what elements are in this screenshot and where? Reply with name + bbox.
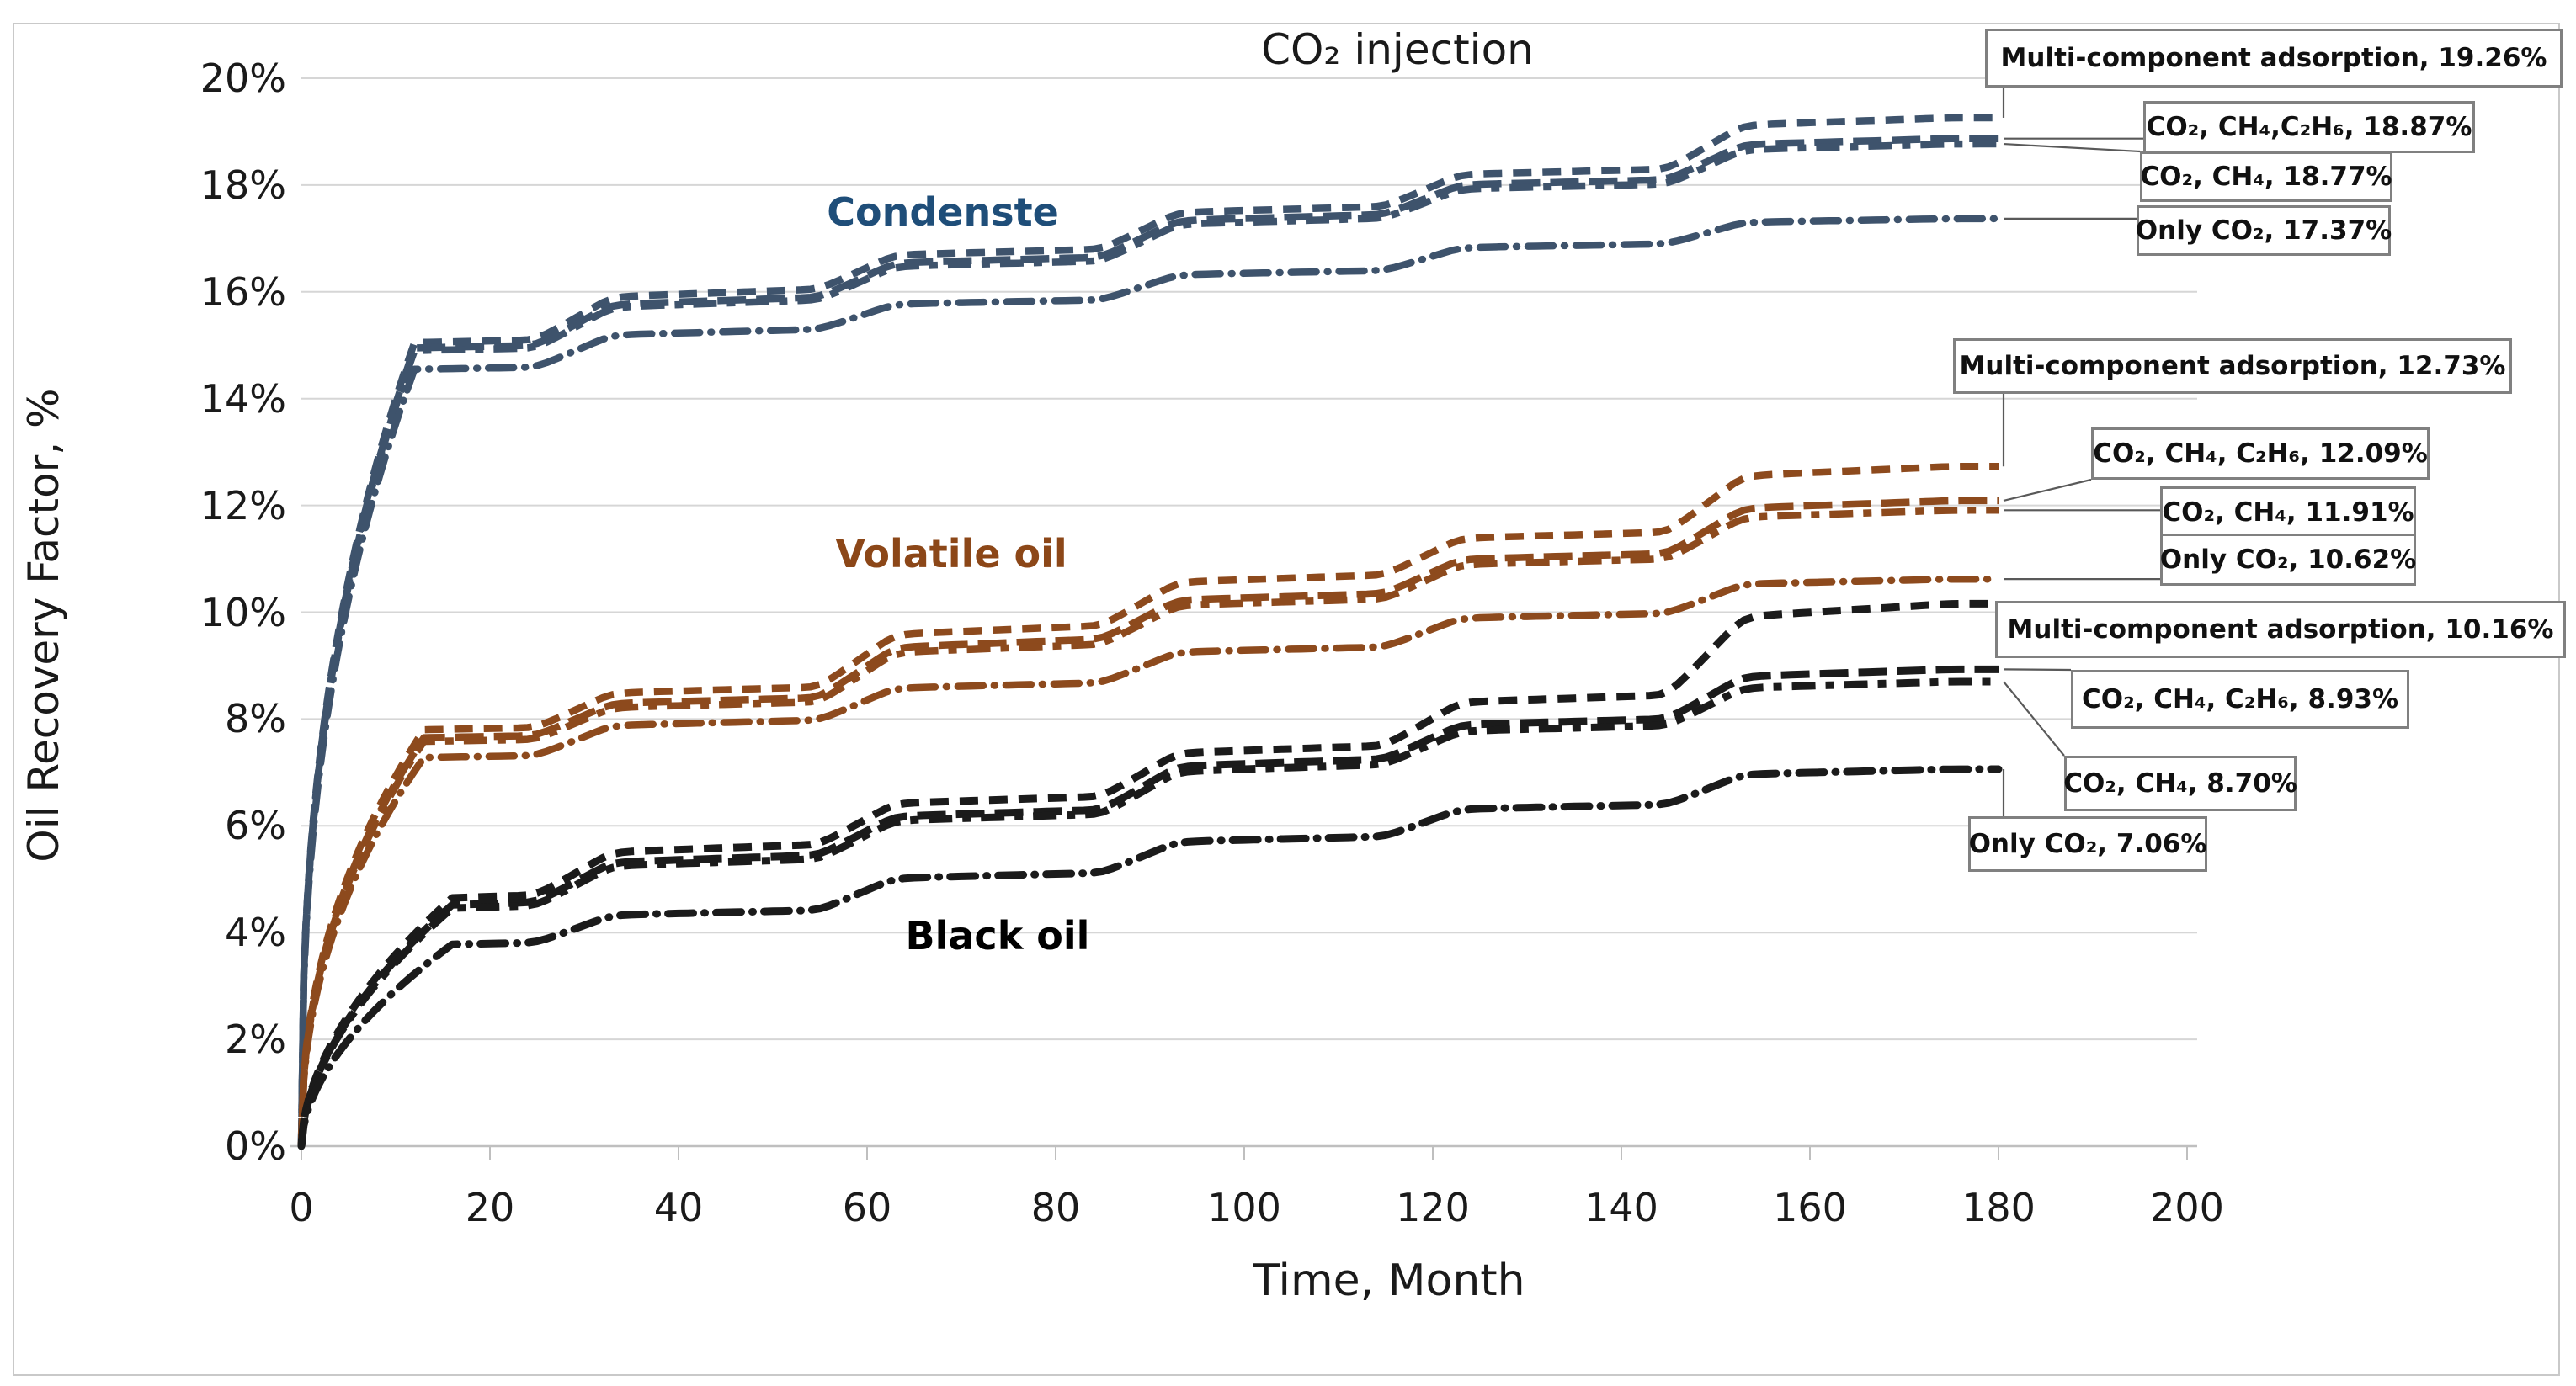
x-tick-label-120: 120 [1396,1185,1470,1230]
x-tick-label-40: 40 [653,1185,704,1230]
y-tick-label-16%: 16% [200,268,286,315]
annotation-box-volatile-oil-multi-component-adsorption: Multi-component adsorption, 12.73% [1953,338,2512,394]
series-curve-condenste-1 [297,114,1999,1147]
annotation-box-volatile-oil-co-ch-: CO₂, CH₄, 11.91% [2160,486,2416,539]
y-tick-label-20%: 20% [200,56,286,101]
series-label-volatile-oil: Volatile oil [835,531,1067,576]
series-curve-condenste-2 [297,135,1999,1147]
annotation-box-black-oil-multi-component-adsorption: Multi-component adsorption, 10.16% [1995,601,2566,658]
x-tick-label-0: 0 [289,1185,314,1230]
x-tick-label-140: 140 [1584,1185,1658,1230]
series-label-condensate: Condenste [827,189,1059,235]
series-curve-black-oil-1 [297,599,1999,1147]
annotation-box-condenste-only-co-: Only CO₂, 17.37% [2136,205,2392,256]
y-tick-label-0%: 0% [225,1123,286,1169]
leader-line-3 [2003,142,2141,153]
leader-line-11 [2003,681,2065,757]
annotation-box-condenste-co-ch-: CO₂, CH₄, 18.77% [2140,151,2392,202]
series-curve-black-oil-2 [297,665,1999,1147]
y-axis-title: Oil Recovery Factor, % [19,388,68,863]
y-tick-label-2%: 2% [225,1017,286,1063]
annotation-box-black-oil-co-ch-c-h-: CO₂, CH₄, C₂H₆, 8.93% [2071,670,2409,729]
series-label-black-oil: Black oil [905,913,1090,959]
y-tick-label-14%: 14% [200,375,286,422]
leader-line-10 [2003,668,2072,672]
y-tick-label-10%: 10% [200,589,286,635]
chart-title: CO₂ injection [1261,25,1534,74]
series-curve-volatile-oil-2 [297,497,1999,1147]
figure-border [13,23,2560,1376]
series-curve-condenste-4 [297,215,2003,1150]
x-tick-label-60: 60 [842,1185,892,1230]
x-tick-label-80: 80 [1030,1185,1081,1230]
series-curve-volatile-oil-4 [297,575,2003,1150]
series-curve-black-oil-4 [297,765,2003,1150]
series-curve-condenste-3 [297,140,1999,1147]
annotation-box-condenste-multi-component-adsorption: Multi-component adsorption, 19.26% [1985,29,2563,88]
y-tick-label-18%: 18% [200,162,286,208]
series-curve-volatile-oil-3 [297,507,1999,1147]
y-tick-label-4%: 4% [225,910,286,956]
x-tick-label-180: 180 [1961,1185,2036,1230]
x-tick-label-100: 100 [1207,1185,1281,1230]
annotation-box-black-oil-co-ch-: CO₂, CH₄, 8.70% [2063,756,2297,811]
y-tick-label-8%: 8% [225,696,286,742]
y-tick-label-12%: 12% [200,482,286,528]
x-tick-label-20: 20 [465,1185,515,1230]
annotation-box-volatile-oil-only-co-: Only CO₂, 10.62% [2160,534,2416,586]
annotation-box-black-oil-only-co-: Only CO₂, 7.06% [1968,816,2207,872]
x-tick-label-200: 200 [2150,1185,2224,1230]
x-tick-label-160: 160 [1773,1185,1847,1230]
leader-line-6 [2003,478,2092,502]
annotation-box-volatile-oil-co-ch-c-h-: CO₂, CH₄, C₂H₆, 12.09% [2091,427,2430,480]
annotation-box-condenste-co-ch-c-h-: CO₂, CH₄,C₂H₆, 18.87% [2143,101,2475,153]
y-tick-label-6%: 6% [225,803,286,849]
series-curve-volatile-oil-1 [297,463,1999,1147]
x-axis-title: Time, Month [1253,1256,1525,1306]
